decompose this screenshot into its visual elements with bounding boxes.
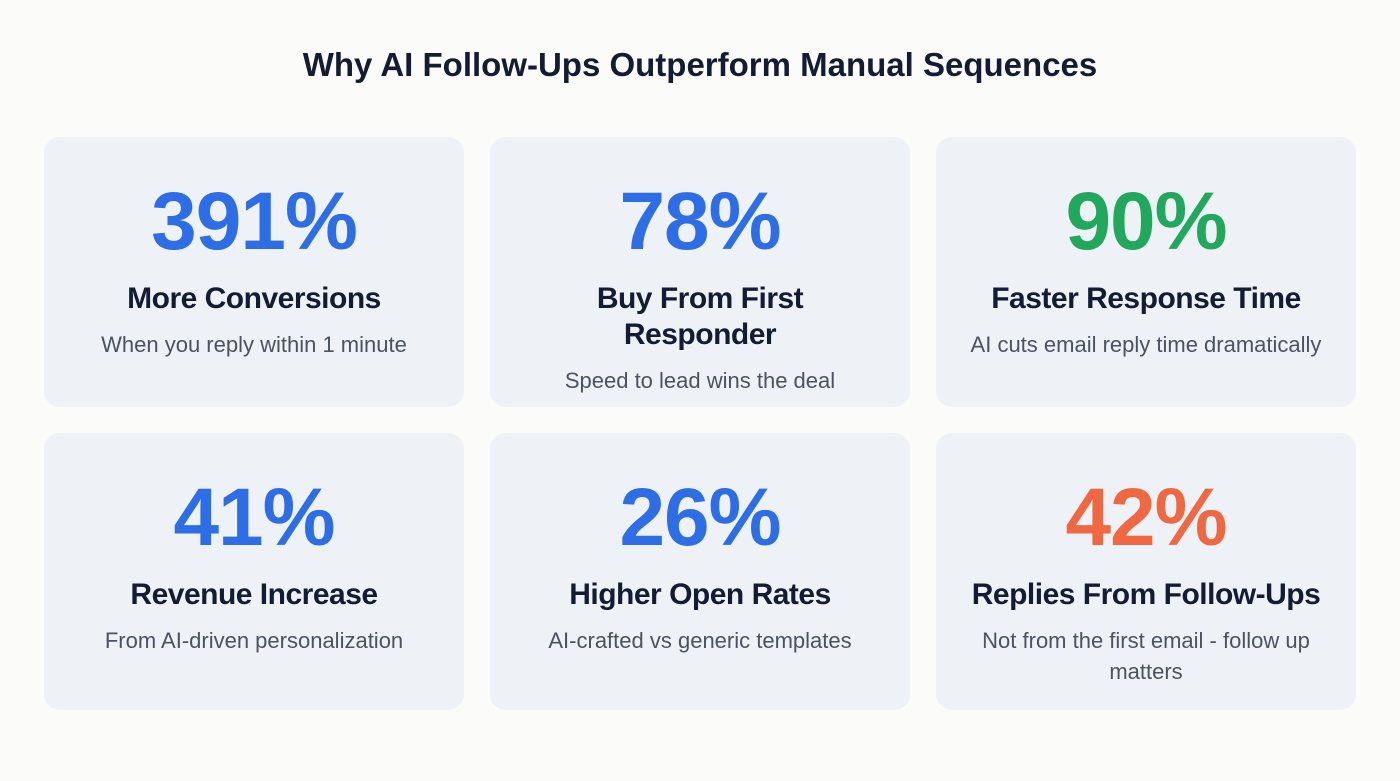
stat-card: 42% Replies From Follow-Ups Not from the f… [936,433,1356,710]
stat-card: 41% Revenue Increase From AI-driven person… [44,433,464,710]
stat-value: 90% [1065,176,1227,267]
stat-card: 90% Faster Response Time AI cuts email rep… [936,137,1356,407]
stat-description: AI cuts email reply time dramatically [970,332,1322,357]
stat-description: From AI-driven personalization [104,628,404,653]
stat-value: 78% [619,176,781,267]
stat-label: Revenue Increase [130,578,378,611]
stat-label: Replies From Follow-Ups [971,578,1321,611]
stat-description: AI-crafted vs generic templates [548,628,852,653]
stat-label: Higher Open Rates [569,578,831,611]
stat-value: 26% [619,472,781,563]
stat-description: Speed to lead wins the deal [564,368,836,393]
stat-label: More Conversions [127,282,381,315]
card-grid: 391% More Conversions When you reply withi… [44,137,1356,710]
stat-card: 78% Buy From First Responder Speed to lead… [490,137,910,407]
stat-value: 42% [1065,472,1227,563]
stat-card: 391% More Conversions When you reply withi… [44,137,464,407]
stat-label: Faster Response Time [991,282,1301,315]
page-title: Why AI Follow-Ups Outperform Manual Sequ… [302,46,1098,83]
stat-value: 391% [151,176,358,267]
stat-description: When you reply within 1 minute [101,332,407,357]
stat-label: Buy From First Responder [596,282,804,351]
stat-description: Not from the first email - follow up mat… [982,628,1310,684]
stat-card: 26% Higher Open Rates AI-crafted vs generi… [490,433,910,710]
stat-value: 41% [173,472,335,563]
